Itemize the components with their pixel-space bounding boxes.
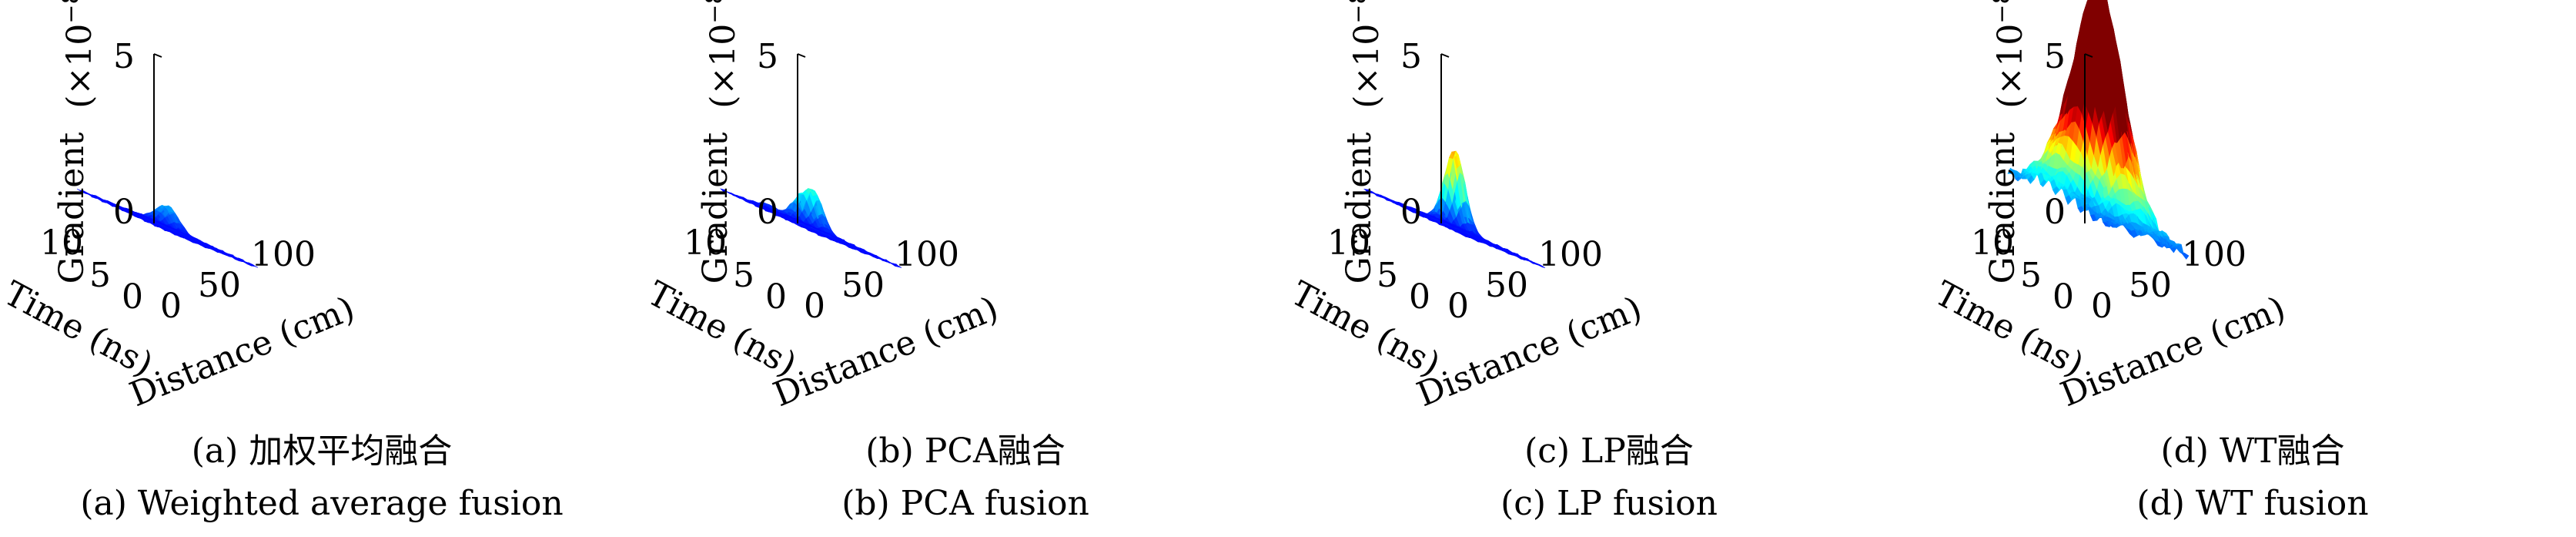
z-tick-label-0: 0 <box>757 193 778 232</box>
y-tick-label-5: 5 <box>2020 256 2042 295</box>
x-tick-label-0: 0 <box>804 287 825 326</box>
caption-cn-a: (a) 加权平均融合 <box>191 431 453 471</box>
surface-d <box>2007 0 2190 260</box>
surface-cell <box>2093 0 2096 4</box>
z-axis-tick-top <box>797 53 806 58</box>
x-tick-label-50: 50 <box>2129 266 2172 305</box>
z-axis-label: Gradient <box>696 132 735 284</box>
x-tick-label-50: 50 <box>1485 266 1528 305</box>
z-tick-label-5: 5 <box>2044 37 2066 76</box>
surface-cell <box>2181 253 2190 260</box>
y-tick-label-10: 10 <box>1971 223 2014 263</box>
y-tick-label-5: 5 <box>89 256 111 295</box>
y-tick-label-5: 5 <box>733 256 754 295</box>
x-tick-label-50: 50 <box>841 266 885 305</box>
caption-en-a: (a) Weighted average fusion <box>80 484 564 523</box>
z-axis-tick-top <box>1440 53 1450 58</box>
z-tick-label-0: 0 <box>113 193 135 232</box>
z-axis-label: Gradient <box>1340 132 1379 284</box>
caption-cn-c: (c) LP融合 <box>1524 431 1694 471</box>
caption-en-d: (d) WT fusion <box>2136 484 2369 523</box>
y-tick-label-0: 0 <box>2052 277 2074 317</box>
z-scale-label: (×10−8) <box>58 0 99 109</box>
y-tick-label-0: 0 <box>765 277 787 317</box>
surface-cell <box>2087 0 2089 2</box>
z-axis-tick-top <box>2084 53 2093 58</box>
z-tick-label-0: 0 <box>2044 193 2066 232</box>
x-tick-label-0: 0 <box>160 287 182 326</box>
y-tick-label-10: 10 <box>40 223 83 263</box>
surface-cell <box>895 265 902 268</box>
surface-a <box>76 188 259 268</box>
y-tick-label-0: 0 <box>1409 277 1430 317</box>
z-tick-label-5: 5 <box>113 37 135 76</box>
caption-cn-b: (b) PCA融合 <box>865 431 1066 471</box>
x-tick-label-0: 0 <box>1447 287 1469 326</box>
caption-en-b: (b) PCA fusion <box>841 484 1089 523</box>
x-tick-label-100: 100 <box>251 235 316 274</box>
surface-c <box>1363 150 1546 268</box>
y-tick-label-0: 0 <box>122 277 143 317</box>
z-axis-tick-top <box>153 53 162 58</box>
z-scale-label: (×10−8) <box>1345 0 1387 109</box>
z-tick-label-0: 0 <box>1400 193 1422 232</box>
y-tick-label-10: 10 <box>684 223 727 263</box>
caption-cn-d: (d) WT融合 <box>2160 431 2345 471</box>
surface-cell <box>1538 264 1546 268</box>
z-tick-label-5: 5 <box>1400 37 1422 76</box>
y-tick-label-10: 10 <box>1327 223 1370 263</box>
x-tick-label-100: 100 <box>1538 235 1603 274</box>
surface-b <box>719 188 902 268</box>
surface-cell <box>251 265 259 268</box>
z-axis-label: Gradient <box>1983 132 2022 284</box>
x-tick-label-50: 50 <box>198 266 241 305</box>
y-tick-label-5: 5 <box>1377 256 1398 295</box>
x-tick-label-100: 100 <box>2182 235 2246 274</box>
caption-en-c: (c) LP fusion <box>1500 484 1718 523</box>
x-tick-label-0: 0 <box>2091 287 2113 326</box>
x-tick-label-100: 100 <box>895 235 959 274</box>
z-tick-label-5: 5 <box>757 37 778 76</box>
z-axis-label: Gradient <box>52 132 92 284</box>
z-scale-label: (×10−8) <box>1989 0 2030 109</box>
z-scale-label: (×10−8) <box>701 0 743 109</box>
